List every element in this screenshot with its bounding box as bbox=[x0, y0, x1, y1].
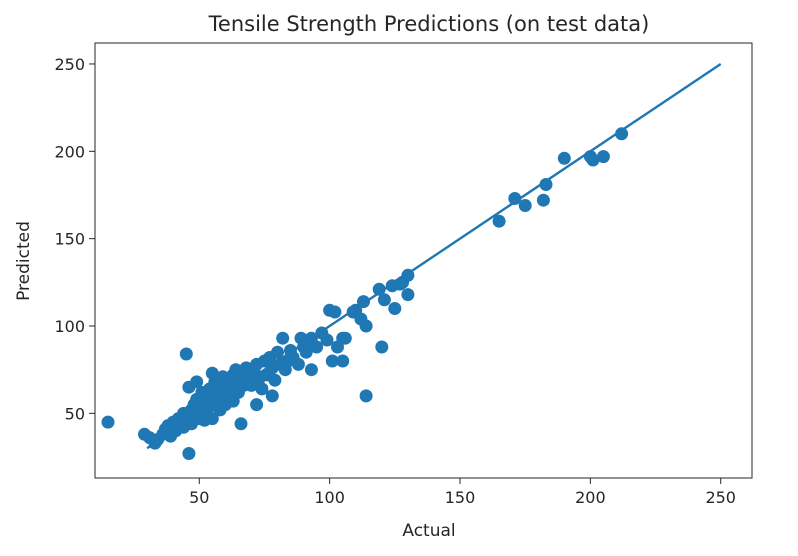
reference-line bbox=[146, 62, 722, 450]
data-point-118 bbox=[536, 193, 550, 207]
x-tick-label-150: 150 bbox=[445, 488, 476, 507]
data-point-105 bbox=[359, 389, 373, 403]
data-point-99 bbox=[338, 331, 352, 345]
data-point-115 bbox=[492, 214, 506, 228]
chart-title: Tensile Strength Predictions (on test da… bbox=[208, 12, 650, 36]
y-tick-label-200: 200 bbox=[54, 142, 85, 161]
data-point-107 bbox=[375, 340, 389, 354]
data-point-88 bbox=[304, 363, 318, 377]
data-point-120 bbox=[557, 151, 571, 165]
data-point-122 bbox=[586, 153, 600, 167]
x-tick-label-200: 200 bbox=[575, 488, 606, 507]
data-point-36 bbox=[205, 412, 219, 426]
y-tick-label-50: 50 bbox=[65, 404, 85, 423]
data-point-95 bbox=[328, 305, 342, 319]
data-point-114 bbox=[401, 288, 415, 302]
data-point-119 bbox=[539, 178, 553, 191]
data-point-92 bbox=[320, 333, 334, 347]
data-point-104 bbox=[359, 319, 373, 333]
x-axis: 50 100 150 200 250 bbox=[189, 478, 736, 507]
data-point-124 bbox=[615, 127, 629, 141]
data-point-108 bbox=[377, 293, 391, 307]
x-tick-label-100: 100 bbox=[314, 488, 345, 507]
y-tick-label-250: 250 bbox=[54, 55, 85, 74]
data-point-17 bbox=[182, 447, 196, 460]
y-axis: 50 100 150 200 250 bbox=[54, 55, 95, 423]
data-point-110 bbox=[388, 302, 402, 315]
data-point-57 bbox=[234, 417, 248, 431]
x-tick-label-50: 50 bbox=[189, 488, 209, 507]
axes-frame bbox=[94, 42, 753, 479]
data-point-16 bbox=[179, 347, 193, 361]
data-points bbox=[101, 127, 629, 460]
y-tick-label-150: 150 bbox=[54, 230, 85, 249]
data-point-123 bbox=[596, 150, 610, 164]
data-point-94 bbox=[325, 354, 339, 368]
data-point-90 bbox=[310, 340, 324, 354]
data-point-117 bbox=[518, 199, 532, 212]
y-tick-label-100: 100 bbox=[54, 317, 85, 336]
data-point-74 bbox=[265, 389, 279, 403]
x-tick-label-250: 250 bbox=[705, 488, 736, 507]
data-point-66 bbox=[250, 398, 264, 412]
data-point-98 bbox=[336, 354, 350, 368]
data-point-116 bbox=[508, 192, 522, 205]
data-point-23 bbox=[190, 375, 204, 389]
x-axis-label: Actual bbox=[402, 521, 455, 541]
data-point-76 bbox=[271, 345, 284, 359]
data-point-69 bbox=[255, 382, 269, 396]
data-point-83 bbox=[291, 357, 305, 371]
data-point-106 bbox=[372, 282, 386, 296]
data-point-0 bbox=[101, 415, 115, 429]
y-axis-label: Predicted bbox=[14, 221, 34, 301]
data-point-78 bbox=[276, 331, 290, 345]
data-point-75 bbox=[268, 373, 282, 387]
